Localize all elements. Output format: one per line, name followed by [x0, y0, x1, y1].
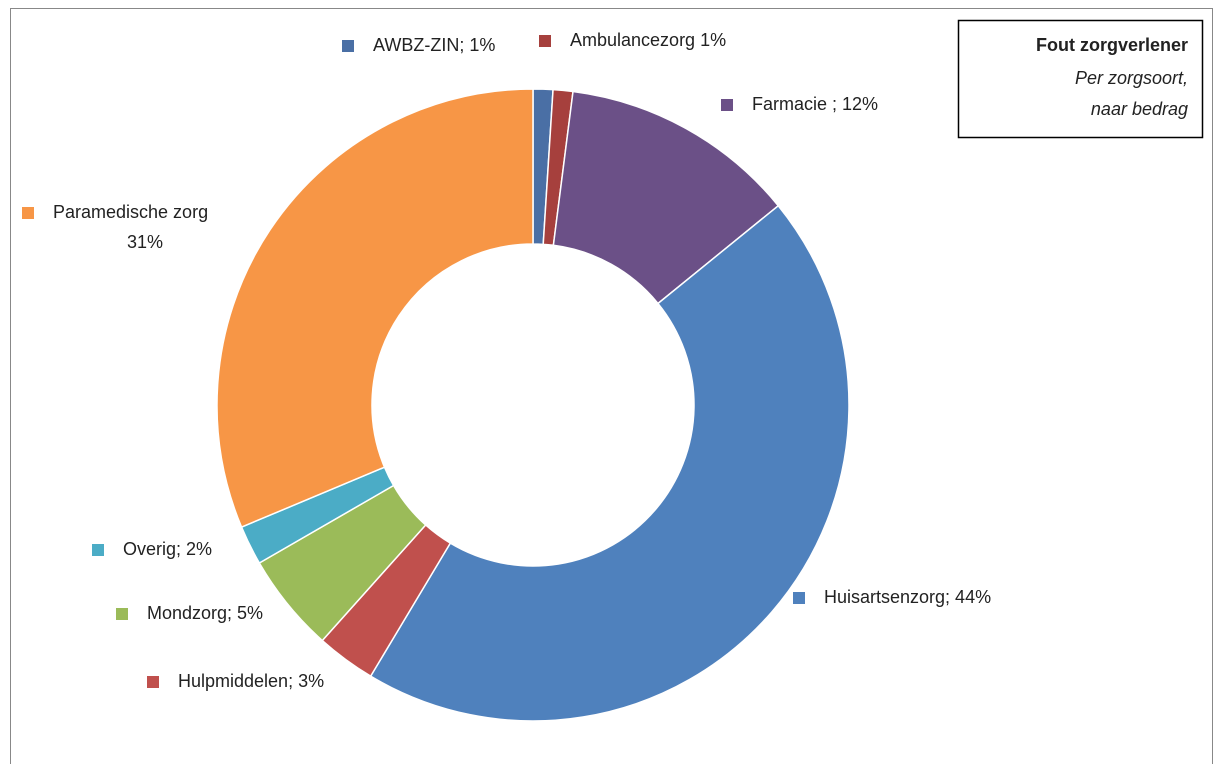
donut-slice — [216, 88, 534, 529]
data-label: Farmacie ; 12% — [752, 94, 878, 114]
label-marker — [793, 592, 805, 604]
label-marker — [342, 40, 354, 52]
title-box — [957, 19, 1204, 139]
data-label: Mondzorg; 5% — [147, 603, 263, 623]
data-label: Ambulancezorg 1% — [570, 30, 726, 50]
label-marker — [22, 207, 34, 219]
data-label: 31% — [127, 232, 163, 252]
label-marker — [539, 35, 551, 47]
chart-title: Fout zorgverlener — [1036, 35, 1188, 55]
data-label: Paramedische zorg — [53, 202, 208, 222]
label-marker — [147, 676, 159, 688]
data-label: Huisartsenzorg; 44% — [824, 587, 991, 607]
data-label: AWBZ-ZIN; 1% — [373, 35, 495, 55]
chart-subtitle: Per zorgsoort, — [1075, 68, 1188, 88]
donut-slice — [369, 204, 850, 722]
data-label: Hulpmiddelen; 3% — [178, 671, 324, 691]
label-marker — [721, 99, 733, 111]
data-label: Overig; 2% — [123, 539, 212, 559]
label-marker — [92, 544, 104, 556]
chart-subtitle: naar bedrag — [1091, 99, 1188, 119]
label-marker — [116, 608, 128, 620]
